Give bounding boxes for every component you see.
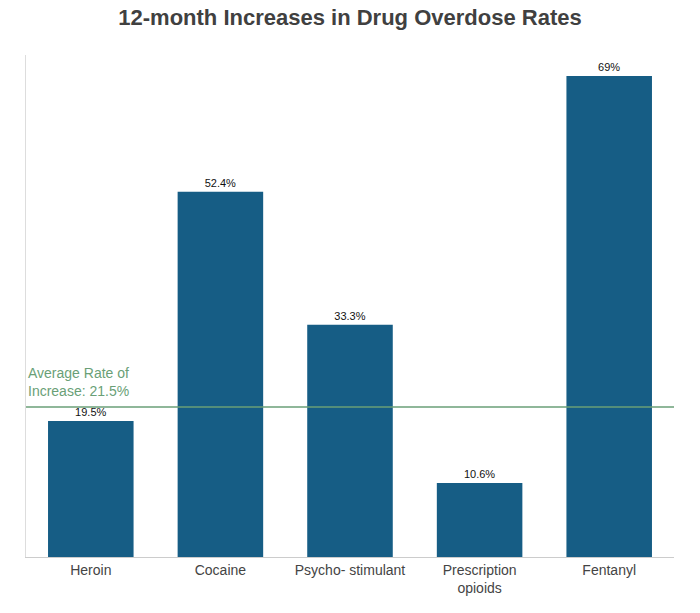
svg-text:Average Rate ofIncrease: 21.5%: Average Rate ofIncrease: 21.5% <box>28 365 129 399</box>
svg-text:33.3%: 33.3% <box>334 310 365 322</box>
svg-text:52.4%: 52.4% <box>205 177 236 189</box>
svg-text:Fentanyl: Fentanyl <box>582 562 636 578</box>
svg-text:Cocaine: Cocaine <box>195 562 247 578</box>
svg-text:Psycho- stimulant: Psycho- stimulant <box>295 562 406 578</box>
svg-text:Heroin: Heroin <box>70 562 111 578</box>
svg-text:10.6%: 10.6% <box>464 468 495 480</box>
svg-text:Prescriptionopioids: Prescriptionopioids <box>443 562 517 596</box>
svg-text:19.5%: 19.5% <box>75 406 106 418</box>
svg-text:12-month Increases in Drug Ove: 12-month Increases in Drug Overdose Rate… <box>118 5 581 30</box>
svg-text:69%: 69% <box>598 61 620 73</box>
